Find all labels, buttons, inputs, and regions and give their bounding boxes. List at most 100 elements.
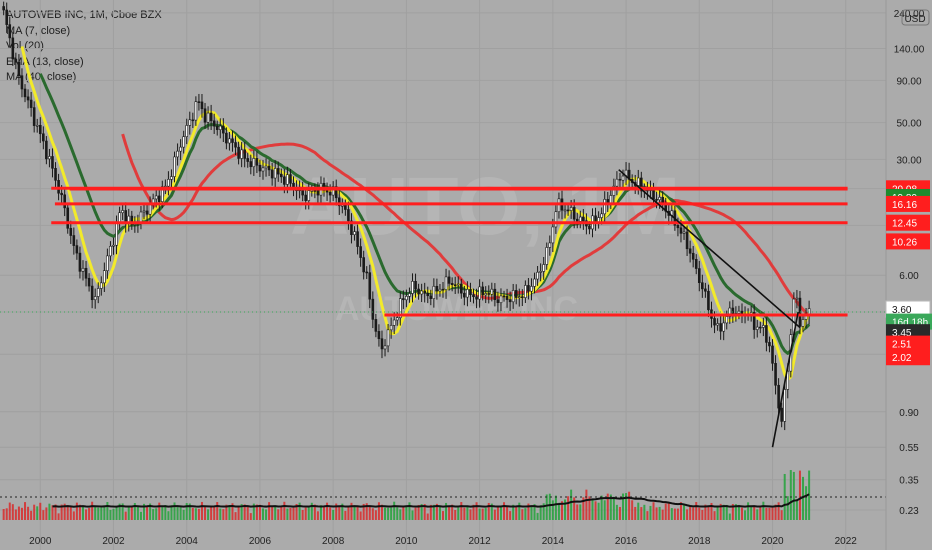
candle [737, 305, 741, 320]
currency-badge-frame [901, 9, 930, 26]
volume-bar [600, 495, 603, 520]
volume-bar [564, 499, 567, 520]
ema13-line [38, 73, 811, 355]
volume-bar [506, 506, 509, 520]
volume-bar [298, 502, 301, 520]
candle [179, 139, 182, 161]
candle [386, 323, 390, 353]
volume-bar [795, 499, 798, 520]
candle-body [374, 319, 378, 332]
candle-body [331, 186, 335, 196]
candle-body [432, 285, 436, 299]
price-marker-bg [886, 335, 930, 352]
candle [505, 288, 509, 308]
candle [341, 198, 344, 214]
candle [499, 288, 503, 312]
volume-bar [393, 501, 396, 520]
y-axis-tick-label: USD [904, 14, 925, 25]
candle-body [304, 194, 308, 201]
candle-body [157, 195, 161, 202]
price-marker-label: 16d 18h [892, 318, 928, 329]
candle-body [63, 194, 66, 209]
candle [405, 289, 408, 308]
volume-bar [466, 506, 469, 520]
candle-body [273, 168, 277, 179]
candle [231, 130, 234, 152]
candle-body [99, 282, 103, 289]
candle [87, 273, 91, 292]
candle [398, 291, 402, 326]
candle-body [420, 290, 423, 295]
volume-bar [771, 507, 774, 520]
candle-body [310, 190, 314, 192]
candle [304, 187, 308, 210]
volume-bar [115, 506, 118, 520]
candle-body [386, 329, 390, 347]
trendline [618, 169, 801, 329]
candle [29, 91, 33, 117]
candle-body [212, 120, 216, 127]
candle [51, 148, 54, 178]
price-marker-label: 12.45 [892, 219, 917, 230]
candle [368, 264, 372, 309]
volume-bar [402, 506, 405, 520]
candle-body [20, 75, 24, 90]
candle-body [45, 140, 48, 160]
candle-body [545, 247, 549, 265]
candle-body [185, 125, 189, 137]
volume-bar [350, 502, 353, 520]
candle-body [209, 112, 213, 122]
volume-bar [423, 504, 426, 520]
candle-body [176, 150, 179, 158]
y-axis-tick-label: 0.35 [899, 476, 919, 487]
volume-bar [60, 504, 63, 520]
volume-bar [585, 489, 588, 520]
volume-bar [69, 507, 72, 520]
candle [704, 282, 707, 298]
candle-body [697, 268, 701, 284]
candle-body [524, 285, 527, 298]
volume-bar [442, 511, 444, 520]
volume-bar [97, 507, 100, 520]
candle-body [655, 198, 658, 201]
candle [780, 402, 783, 428]
candle-body [539, 271, 542, 273]
candle-body [521, 296, 524, 298]
candle-body [325, 190, 329, 193]
candle [359, 238, 362, 267]
volume-bar [740, 507, 743, 520]
volume-bar [475, 502, 478, 520]
candle [548, 235, 552, 256]
candle [377, 324, 381, 347]
volume-bar [319, 505, 322, 520]
candle-body [392, 319, 396, 326]
volume-bar [127, 506, 130, 520]
volume-bar [81, 506, 84, 520]
candle-body [103, 270, 106, 284]
candle [444, 268, 448, 299]
volume-bar [618, 506, 621, 520]
volume-bar [780, 510, 783, 520]
candle-body [514, 290, 518, 298]
candle [289, 168, 292, 190]
volume-bar [268, 502, 271, 520]
candle [96, 282, 100, 304]
volume-bar [737, 504, 740, 520]
candle-body [615, 178, 619, 187]
volume-bar [536, 512, 539, 520]
volume-bar [463, 507, 466, 520]
volume-bar [365, 503, 368, 520]
volume-bar [777, 502, 780, 520]
volume-bar [426, 513, 429, 520]
volume-bar [36, 506, 39, 520]
volume-bar [210, 506, 213, 520]
candle-body [84, 267, 88, 279]
volume-bar [66, 505, 69, 520]
candle [530, 278, 533, 301]
volume-ma-line [52, 493, 810, 508]
volume-bar [222, 509, 225, 520]
candle [566, 205, 570, 216]
candle-body [460, 283, 463, 294]
candle [768, 336, 771, 353]
